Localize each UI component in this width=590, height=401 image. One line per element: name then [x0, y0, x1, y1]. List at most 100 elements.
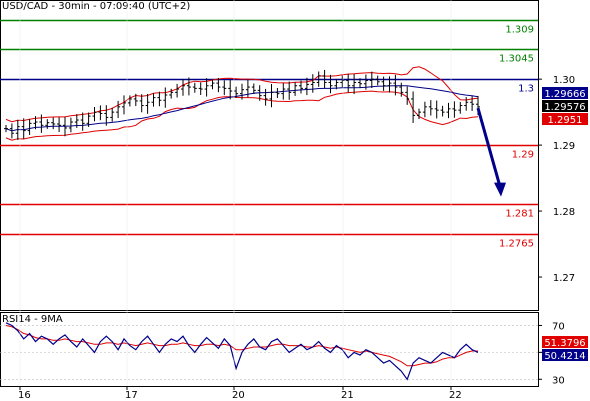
price-bar: [74, 114, 79, 128]
price-bar: [281, 83, 286, 100]
price-bar: [387, 76, 392, 93]
price-badge: 1.29666: [542, 87, 588, 100]
price-bar: [405, 86, 410, 105]
price-badges: 1.29666 1.29576 1.2951: [542, 87, 588, 126]
price-bar: [51, 117, 56, 130]
price-bar: [210, 79, 215, 90]
price-bar: [428, 100, 433, 116]
price-bar: [263, 88, 268, 106]
price-bar: [27, 118, 32, 135]
price-bar: [358, 78, 362, 89]
price-bar: [240, 83, 244, 100]
price-bar: [204, 78, 209, 97]
price-bar: [369, 71, 374, 88]
price-bar: [186, 77, 191, 96]
forecast-arrow-shaft: [476, 107, 502, 187]
price-bar: [39, 114, 44, 133]
rsi-badge-label: 51.3796: [544, 338, 585, 349]
price-bar: [122, 95, 126, 115]
price-bar: [198, 82, 203, 95]
price-bar: [334, 78, 339, 90]
price-bar: [340, 75, 345, 88]
price-bar: [346, 73, 351, 93]
price-bar: [68, 117, 73, 133]
rsi-tick-label: 30: [552, 375, 565, 386]
price-bar: [293, 82, 298, 96]
price-tick-label: 1.30: [553, 75, 575, 86]
chart-frame: [0, 0, 539, 387]
price-bar: [175, 83, 180, 98]
price-bar: [57, 117, 62, 133]
price-bar: [316, 71, 321, 87]
price-bar: [21, 118, 26, 139]
forecast-arrow: [476, 107, 506, 197]
price-panel-border: [0, 0, 539, 311]
price-bar: [169, 88, 174, 99]
price-bar: [110, 107, 115, 122]
price-bar: [163, 87, 168, 108]
price-bar: [269, 84, 274, 108]
forecast-arrow-head: [494, 182, 506, 197]
price-bar: [104, 105, 109, 126]
rsi-badge-box: [542, 349, 588, 361]
price-bar: [116, 100, 121, 119]
price-bar: [151, 93, 156, 107]
price-tick-label: 1.29: [553, 141, 575, 152]
price-bar: [86, 112, 91, 127]
price-bar: [299, 80, 303, 94]
price-bars: [4, 69, 480, 140]
time-tick-label: 22: [449, 390, 462, 401]
price-bar: [145, 93, 150, 114]
price-bar: [9, 123, 14, 139]
rsi-badge: 51.3796: [542, 336, 588, 349]
price-bar: [393, 74, 398, 96]
rsi-badge: 50.4214: [542, 349, 588, 362]
chart-title: USD/CAD - 30min - 07:09:40 (UTC+2): [2, 1, 191, 12]
price-badge: 1.2951: [542, 113, 588, 126]
price-bar: [352, 74, 357, 95]
price-badge-box: [542, 113, 588, 125]
price-bar: [80, 112, 85, 131]
price-bar: [304, 77, 309, 96]
price-bar: [328, 74, 333, 94]
price-bar: [222, 80, 227, 96]
price-tick-label: 1.27: [553, 273, 575, 284]
price-bar: [375, 75, 380, 86]
rsi-title: RSI14 - 9MA: [2, 314, 63, 325]
price-bar: [411, 91, 416, 123]
price-bar: [381, 76, 386, 91]
rsi-panel-border: [0, 312, 539, 387]
price-bar: [192, 82, 197, 93]
price-bar: [440, 105, 445, 117]
price-badge-box: [542, 87, 588, 99]
time-tick-label: 21: [341, 390, 354, 401]
level-label: 1.29: [512, 150, 534, 161]
price-bar: [4, 125, 8, 133]
price-tick-label: 1.28: [553, 207, 575, 218]
price-bar: [157, 91, 162, 107]
price-bar: [399, 82, 404, 97]
price-bar: [458, 101, 463, 114]
price-bar: [133, 93, 138, 107]
upper-band: [5, 66, 479, 123]
level-label: 1.281: [505, 209, 534, 220]
price-bar: [63, 117, 67, 137]
price-bar: [464, 97, 469, 111]
price-bar: [470, 95, 475, 111]
price-bar: [216, 77, 221, 93]
rsi-line: [5, 322, 479, 381]
price-badge-label: 1.29666: [544, 89, 585, 100]
price-bar: [452, 101, 457, 118]
price-bar: [181, 79, 185, 96]
price-bar: [33, 116, 38, 130]
price-bar: [275, 87, 280, 99]
price-bar: [245, 79, 250, 98]
time-tick-label: 16: [18, 390, 31, 401]
price-badge: 1.29576: [542, 100, 588, 113]
time-tick-label: 20: [232, 390, 245, 401]
price-badge-label: 1.2951: [548, 115, 583, 126]
price-bar: [257, 85, 262, 101]
level-label: 1.3: [518, 84, 534, 95]
